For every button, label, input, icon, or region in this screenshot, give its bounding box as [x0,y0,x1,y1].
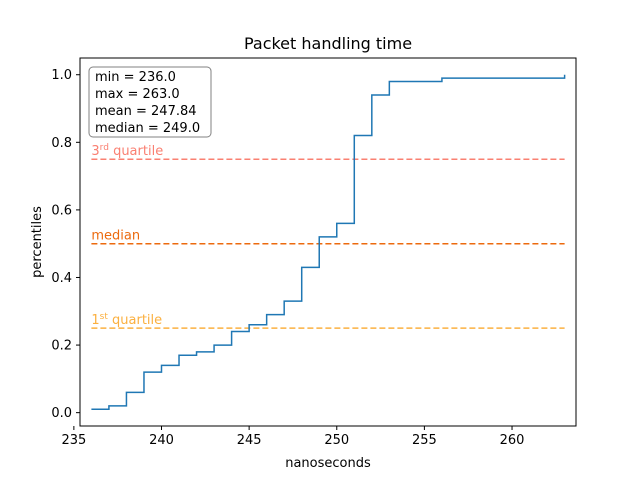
y-axis-label: percentiles [30,206,45,278]
reference-lines: 3rd quartile median 1st quartile [91,143,565,329]
plot-frame [79,57,577,427]
axis-ticks: 235 240 245 250 255 260 0.0 0.2 0.4 0.6 0.8 1.0 [51,68,524,448]
y-tick-label: 0.8 [51,136,72,151]
y-tick-label: 0.6 [51,203,72,218]
stats-min: min = 236.0 [95,70,176,85]
y-tick-label: 0.2 [51,339,72,354]
series-layer [91,74,566,411]
x-tick-label: 255 [412,433,437,448]
reference-line-label: 1st quartile [91,312,162,328]
x-tick-label: 235 [61,433,86,448]
x-tick-label: 260 [500,433,525,448]
chart-title: Packet handling time [244,34,412,53]
x-tick-label: 240 [149,433,174,448]
reference-line-label: 3rd quartile [91,143,163,159]
stats-box-frame [88,66,212,138]
stats-mean: mean = 247.84 [95,104,197,119]
x-tick-label: 245 [237,433,262,448]
y-tick-label: 0.0 [51,406,72,421]
stats-max: max = 263.0 [95,87,180,102]
y-tick-label: 1.0 [51,68,72,83]
x-tick-label: 250 [324,433,349,448]
stats-box: min = 236.0 max = 263.0 mean = 247.84 me… [88,66,212,138]
y-tick-label: 0.4 [51,271,72,286]
x-axis-label: nanoseconds [285,456,371,471]
stats-median: median = 249.0 [95,121,200,136]
cdf-step-line [91,74,566,411]
reference-line-label: median [91,229,140,244]
